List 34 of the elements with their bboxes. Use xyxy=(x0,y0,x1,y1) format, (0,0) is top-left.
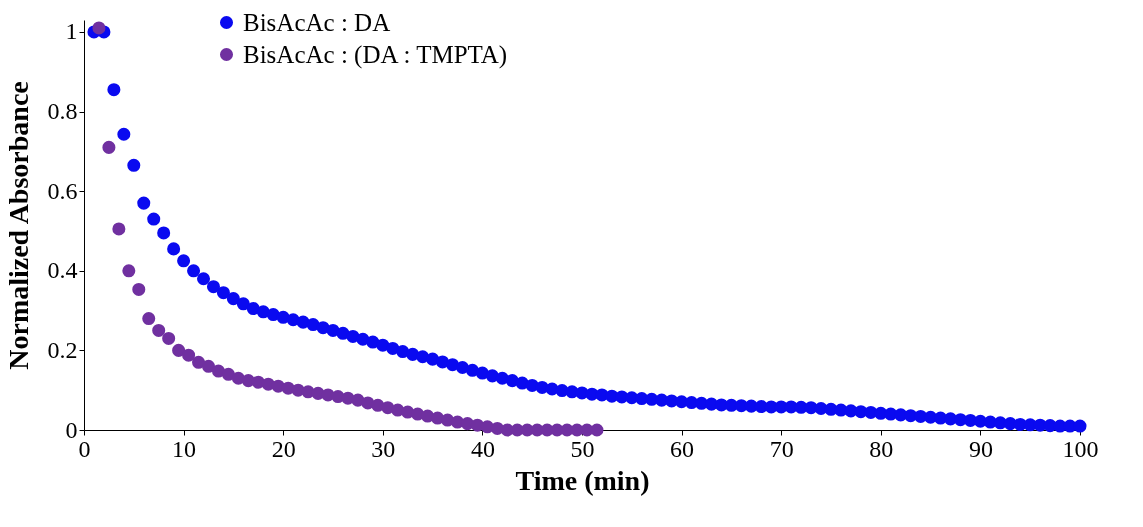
point xyxy=(221,367,235,381)
x-tick-label: 100 xyxy=(1062,435,1099,462)
x-tick-label: 70 xyxy=(769,435,794,462)
point xyxy=(132,282,146,296)
y-tick-label: 0.6 xyxy=(47,177,78,204)
point xyxy=(102,140,116,154)
x-tick-label: 40 xyxy=(470,435,495,462)
x-tick-label: 20 xyxy=(271,435,296,462)
point xyxy=(172,343,186,357)
legend-label: BisAcAc : (DA : TMPTA) xyxy=(243,40,508,69)
y-tick-label: 1 xyxy=(65,18,78,45)
point xyxy=(122,264,136,278)
point xyxy=(142,312,156,326)
point xyxy=(112,222,126,236)
x-tick-label: 10 xyxy=(172,435,197,462)
x-tick-label: 50 xyxy=(570,435,595,462)
point xyxy=(201,359,216,373)
point xyxy=(92,21,106,35)
point xyxy=(192,355,206,369)
y-tick-label: 0.8 xyxy=(47,98,78,125)
x-tick-label: 30 xyxy=(371,435,396,462)
x-tick-label: 60 xyxy=(670,435,695,462)
legend-label: BisAcAc : DA xyxy=(243,8,391,36)
y-tick-label: 0.4 xyxy=(47,257,78,284)
point xyxy=(590,423,604,437)
point xyxy=(182,348,196,362)
x-tick-label: 80 xyxy=(869,435,894,462)
x-tick-label: 90 xyxy=(968,435,993,462)
point xyxy=(152,323,166,337)
x-axis-title: Time (min) xyxy=(515,464,650,496)
y-tick-label: 0.2 xyxy=(47,336,78,363)
point xyxy=(162,331,176,345)
y-tick-label: 0 xyxy=(65,416,78,443)
y-axis-title: Normalized Absorbance xyxy=(2,81,34,370)
